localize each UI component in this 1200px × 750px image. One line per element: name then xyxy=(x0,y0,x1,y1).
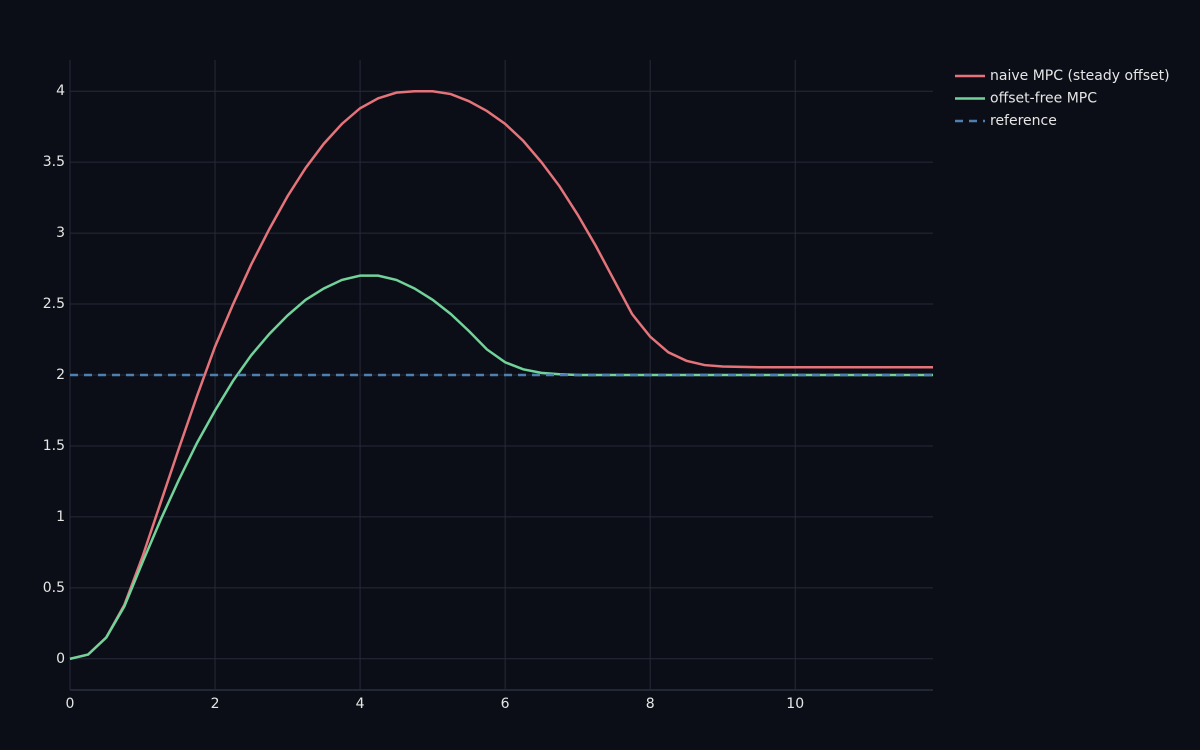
y-tick-label: 2.5 xyxy=(43,296,65,312)
series-line xyxy=(69,89,933,660)
x-tick-label: 4 xyxy=(356,696,365,712)
y-tick-label: 3 xyxy=(56,225,65,241)
x-tick-label: 2 xyxy=(211,696,220,712)
x-tick-label: 8 xyxy=(646,696,655,712)
y-tick-label: 0 xyxy=(56,651,65,667)
legend-label: offset-free MPC xyxy=(990,91,1097,107)
x-tick-label: 6 xyxy=(501,696,510,712)
y-tick-label: 0.5 xyxy=(43,580,65,596)
legend-label: naive MPC (steady offset) xyxy=(990,68,1170,84)
y-tick-label: 1 xyxy=(56,509,65,525)
y-tick-label: 3.5 xyxy=(43,154,65,170)
y-tick-label: 4 xyxy=(56,83,65,99)
y-tick-label: 2 xyxy=(56,367,65,383)
x-tick-label: 10 xyxy=(786,696,804,712)
legend-label: reference xyxy=(990,113,1057,129)
x-tick-label: 0 xyxy=(66,696,75,712)
y-tick-label: 1.5 xyxy=(43,438,65,454)
series-line xyxy=(69,274,933,660)
